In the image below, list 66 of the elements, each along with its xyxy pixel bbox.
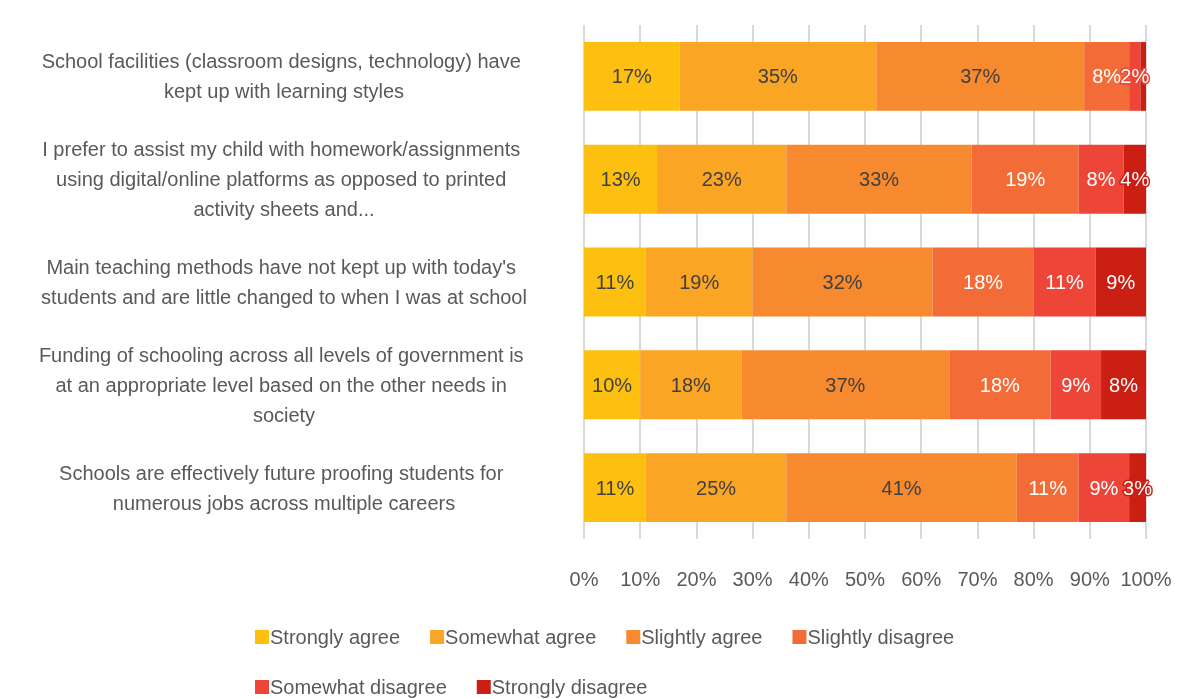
bar (584, 350, 641, 420)
bar (584, 144, 658, 214)
data-label: 10% (592, 373, 633, 396)
data-label: 8% (1092, 65, 1122, 88)
bar (752, 247, 933, 317)
legend-label: Somewhat agree (445, 626, 597, 648)
data-label: 9% (1106, 271, 1136, 293)
legend-label: Slightly agree (641, 626, 763, 648)
data-label: 11% (1028, 476, 1068, 499)
data-label: 19% (1005, 168, 1046, 191)
bar (640, 350, 742, 420)
bar (584, 247, 646, 317)
x-tick-label: 80% (1013, 568, 1054, 590)
bar (971, 144, 1079, 214)
y-tick-label: Schools are effectively future proofing students for numerous jobs across multiple careers (59, 461, 509, 514)
bar (786, 144, 972, 214)
y-tick-label: Funding of schooling across all levels of government is at an appropriate level based on the other needs in society (38, 343, 530, 426)
legend-label: Somewhat disagree (270, 676, 447, 698)
data-label: 33% (859, 168, 900, 191)
y-tick-label: Main teaching methods have not kept up with today's students and are little changed to when I was at school (41, 256, 527, 308)
bar (645, 247, 753, 317)
data-label: 9% (1089, 476, 1119, 499)
x-tick-label: 100% (1120, 568, 1172, 590)
bar (949, 350, 1051, 420)
x-tick-label: 90% (1069, 568, 1111, 590)
data-label: 13% (600, 168, 641, 191)
x-tick-label: 20% (676, 568, 717, 590)
data-label: 37% (960, 65, 1001, 88)
x-tick-label: 50% (844, 568, 886, 590)
data-label: 18% (979, 373, 1021, 396)
data-label: 18% (963, 271, 1004, 293)
bar (876, 41, 1085, 111)
x-tick-label: 0% (569, 568, 599, 590)
data-label: 35% (757, 65, 799, 88)
bar (584, 41, 680, 111)
legend-label: Strongly disagree (491, 676, 648, 698)
bar (786, 453, 1017, 523)
bar (932, 247, 1034, 317)
x-tick-label: 60% (901, 568, 942, 590)
data-label: 11% (1045, 271, 1084, 293)
y-tick-label: I prefer to assist my child with homework/assignments using digital/online platforms as opposed to printed activity sheets and... (42, 138, 526, 221)
bar (645, 453, 787, 523)
data-label: 19% (679, 271, 720, 293)
bar (679, 41, 877, 111)
data-label: 8% (1109, 373, 1139, 396)
bar (584, 453, 646, 523)
y-tick-label: School facilities (classroom designs, technology) have kept up with learning styles (41, 50, 527, 103)
bar (657, 144, 787, 214)
bar (741, 350, 950, 420)
data-label: 11% (595, 476, 635, 499)
legend-label: Strongly agree (270, 626, 401, 648)
data-label: 11% (595, 271, 635, 293)
data-label: 8% (1086, 168, 1116, 191)
x-tick-label: 30% (732, 568, 773, 590)
data-label: 9% (1061, 373, 1091, 396)
x-tick-label: 40% (788, 568, 830, 590)
legend-label: Slightly disagree (807, 626, 955, 648)
data-label: 23% (701, 168, 742, 191)
data-label: 25% (696, 476, 737, 499)
x-tick-label: 70% (957, 568, 998, 590)
x-tick-label: 10% (620, 568, 661, 590)
data-label: 17% (611, 65, 652, 88)
data-label: 32% (822, 271, 863, 293)
data-label: 37% (825, 373, 866, 396)
data-label: 41% (881, 476, 922, 499)
data-label: 18% (670, 373, 712, 396)
